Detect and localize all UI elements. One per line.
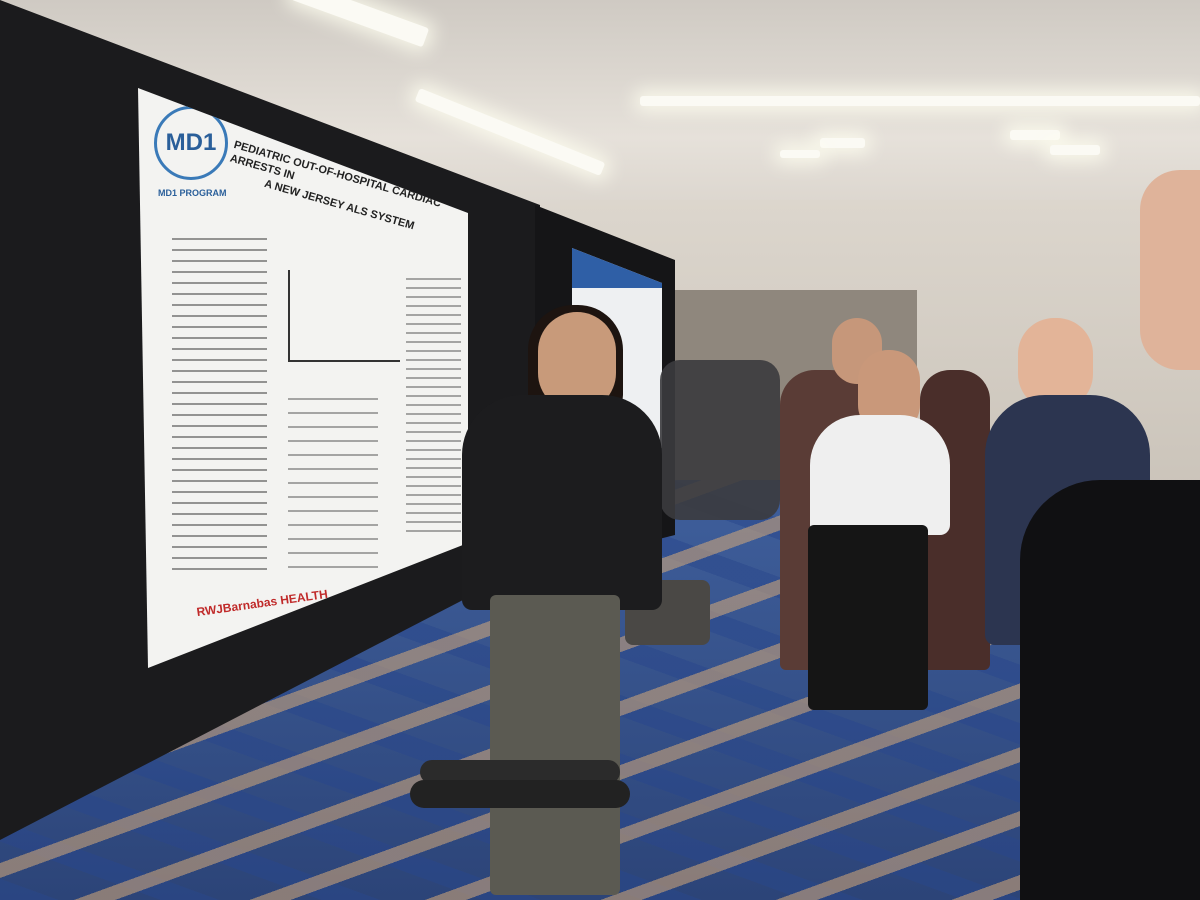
attendee-woman-top xyxy=(810,415,950,535)
poster-results-column xyxy=(406,278,461,538)
background-attendees xyxy=(660,360,780,520)
foreground-person-face xyxy=(1140,170,1200,370)
presenter-trousers xyxy=(490,595,620,895)
ceiling-light xyxy=(820,138,865,148)
poster-age-chart xyxy=(288,270,400,362)
poster-tube xyxy=(410,780,630,808)
ceiling-light xyxy=(640,96,1200,106)
logo-text: MD1 xyxy=(165,129,217,156)
ceiling-light xyxy=(1010,130,1060,140)
attendee-man-suit-head xyxy=(1018,318,1093,410)
poster-program: MD1 PROGRAM xyxy=(158,188,227,198)
attendee-woman-skirt xyxy=(808,525,928,710)
ceiling-light xyxy=(1050,145,1100,155)
poster-text-column xyxy=(172,238,267,578)
foreground-person xyxy=(1020,480,1200,900)
presenter-jacket xyxy=(462,395,662,610)
ceiling-light xyxy=(780,150,820,158)
poster-dispatch-chart xyxy=(288,398,378,568)
